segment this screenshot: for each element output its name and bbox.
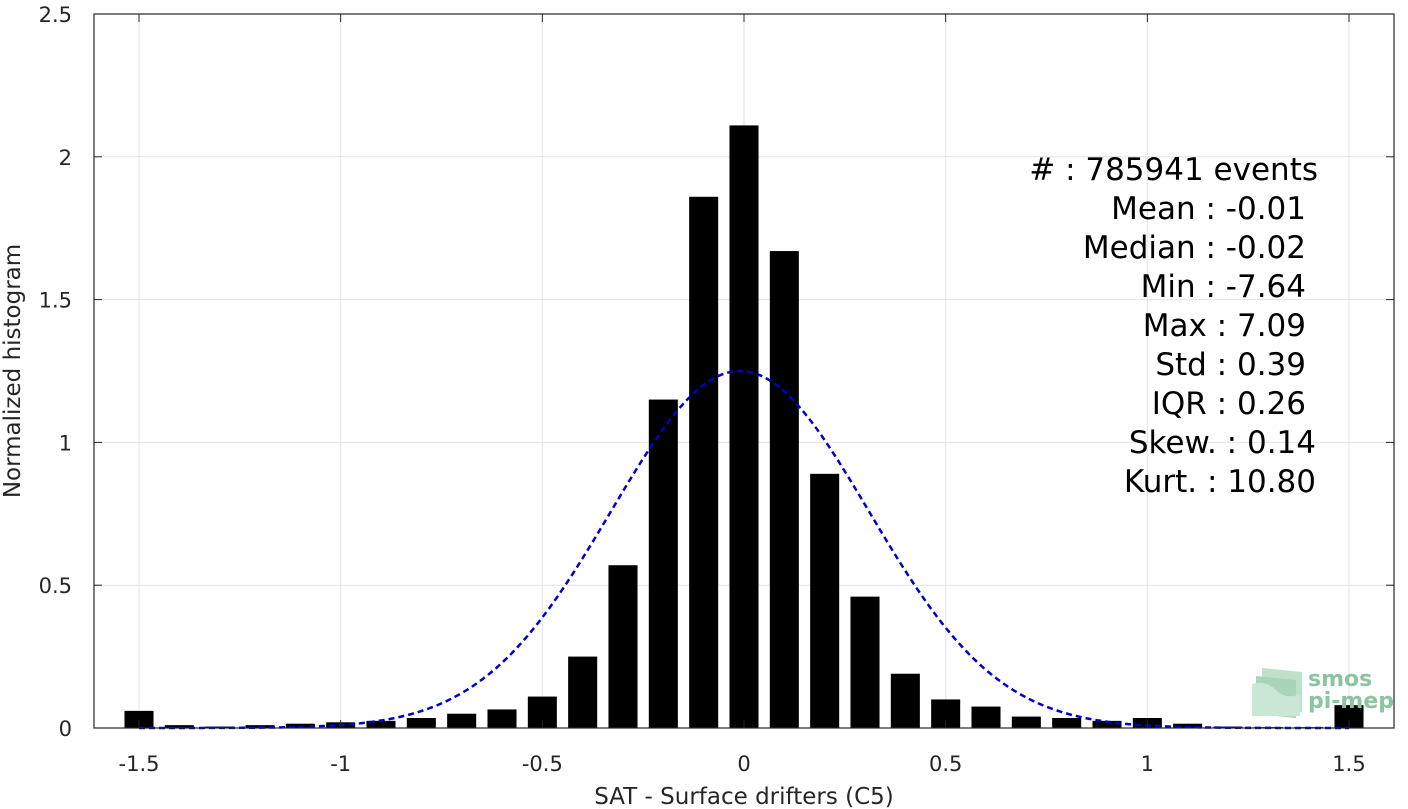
histogram-bar: [769, 251, 799, 728]
y-tick-label: 1: [59, 431, 72, 455]
logo-text-smos: smos: [1308, 667, 1372, 692]
histogram-bar: [850, 596, 880, 728]
x-axis-ticks: -1.5 -1 -0.5 0 0.5 1 1.5: [119, 14, 1366, 776]
stat-count: # : 785941 events: [1029, 152, 1318, 188]
histogram-bar: [971, 706, 1001, 728]
smos-pimep-logo: smos pi-mep: [1252, 667, 1394, 718]
y-tick-label: 0: [59, 717, 72, 741]
histogram-bar: [406, 718, 436, 728]
y-tick-label: 1.5: [39, 289, 72, 313]
x-tick-label: 0: [737, 752, 750, 776]
stat-iqr: IQR : 0.26: [1152, 386, 1306, 422]
histogram-bar: [890, 673, 920, 728]
histogram-bar: [164, 725, 194, 728]
y-tick-label: 2: [59, 146, 72, 170]
x-tick-label: -1: [330, 752, 351, 776]
histogram-bar: [124, 710, 154, 728]
stats-box: # : 785941 events Mean : -0.01 Median : …: [1029, 152, 1318, 500]
y-tick-label: 0.5: [39, 574, 72, 598]
stat-std: Std : 0.39: [1155, 347, 1306, 383]
stat-median: Median : -0.02: [1083, 230, 1306, 266]
stat-skew: Skew. : 0.14: [1129, 425, 1316, 461]
stat-min: Min : -7.64: [1141, 269, 1306, 305]
x-tick-label: 0.5: [929, 752, 962, 776]
logo-waves-icon: [1252, 668, 1302, 718]
y-axis-ticks: 0 0.5 1 1.5 2 2.5: [39, 3, 1394, 741]
y-tick-label: 2.5: [39, 3, 72, 27]
x-tick-label: -1.5: [119, 752, 160, 776]
stat-mean: Mean : -0.01: [1111, 191, 1306, 227]
histogram-bar: [648, 399, 678, 728]
x-tick-label: 1.5: [1332, 752, 1365, 776]
histogram-bar: [810, 473, 840, 728]
histogram-bar: [447, 713, 477, 728]
y-axis-label: Normalized histogram: [0, 244, 26, 498]
x-axis-label: SAT - Surface drifters (C5): [594, 784, 894, 809]
histogram-bar: [366, 720, 396, 728]
histogram-bar: [1011, 716, 1041, 728]
histogram-bar: [1173, 723, 1203, 728]
histogram-bar: [568, 656, 598, 728]
logo-text-pimep: pi-mep: [1308, 689, 1394, 714]
x-tick-label: 1: [1141, 752, 1154, 776]
stat-max: Max : 7.09: [1143, 308, 1306, 344]
stat-kurt: Kurt. : 10.80: [1124, 464, 1316, 500]
histogram-bar: [1334, 705, 1364, 728]
histogram-bars: [124, 125, 1364, 728]
x-tick-label: -0.5: [522, 752, 563, 776]
histogram-bar: [1092, 720, 1122, 728]
histogram-bar: [608, 565, 638, 728]
histogram-bar: [729, 125, 759, 728]
histogram-bar: [487, 709, 517, 728]
histogram-bar: [689, 196, 719, 728]
histogram-bar: [1052, 718, 1082, 728]
